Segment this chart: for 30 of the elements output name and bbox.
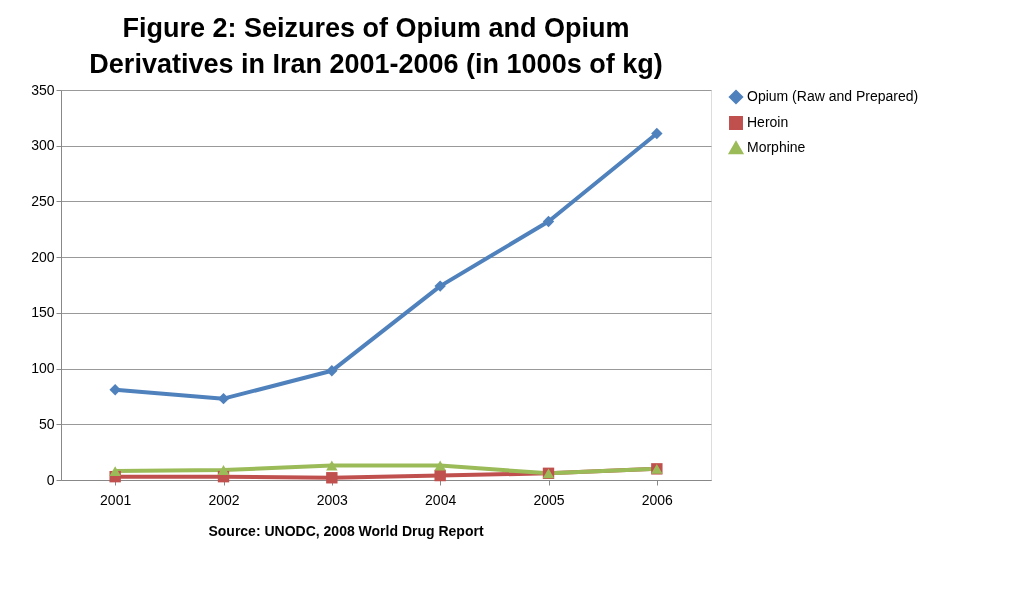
y-tick-label: 100 [31,360,55,377]
point [651,127,663,140]
x-tick-label: 2005 [533,491,565,508]
point [434,460,446,471]
x-tick-label: 2006 [641,491,674,508]
y-tick-label: 0 [46,471,55,488]
point [326,460,338,471]
point [326,365,338,377]
y-tick-label: 150 [31,304,55,321]
legend-label: Morphine [747,139,806,155]
point [109,466,121,477]
legend-label: Opium (Raw and Prepared) [747,88,919,104]
x-tick-label: 2002 [208,491,240,508]
legend-label: Heroin [747,114,789,130]
point [542,215,555,228]
y-tick-label: 50 [38,415,55,432]
source-note: Source: UNODC, 2008 World Drug Report [208,523,484,539]
point [109,384,121,396]
x-tick-label: 2004 [425,491,457,508]
point [434,280,446,292]
point [326,472,338,484]
y-tick-label: 350 [31,81,55,98]
y-tick-label: 200 [31,248,55,265]
x-tick-label: 2003 [316,491,349,508]
y-tick-label: 250 [31,192,55,209]
chart-title: Figure 2: Seizures of Opium and Opium Derivatives in Iran 2001-2006 (in 1000s of kg) [89,13,663,79]
y-tick-label: 300 [31,137,55,154]
x-tick-label: 2001 [100,491,132,508]
point [434,469,446,482]
point [217,465,230,475]
